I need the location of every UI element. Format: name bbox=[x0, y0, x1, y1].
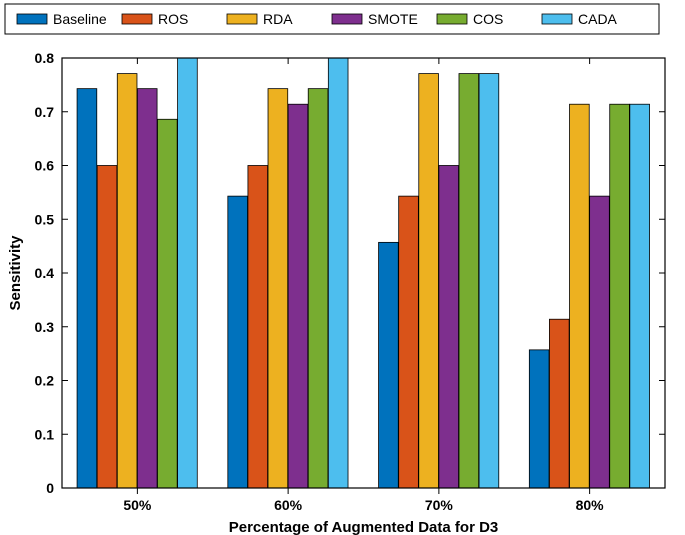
legend-swatch bbox=[437, 14, 467, 24]
bar bbox=[610, 104, 630, 488]
bar bbox=[308, 89, 328, 488]
bar bbox=[419, 74, 439, 488]
bar bbox=[459, 74, 479, 488]
bar bbox=[590, 196, 610, 488]
ytick-label: 0.2 bbox=[35, 373, 55, 389]
chart-svg: 0 0.1 0.2 0.3 0.4 0.5 0.6 0.7 0.8 50% 60% 70% 80% Per… bbox=[0, 0, 685, 535]
legend-swatch bbox=[17, 14, 47, 24]
ytick-label: 0.7 bbox=[35, 104, 55, 120]
bar bbox=[479, 74, 499, 488]
bar bbox=[288, 104, 308, 488]
ytick-label: 0.4 bbox=[35, 265, 55, 281]
bar bbox=[97, 166, 117, 489]
legend-swatch bbox=[542, 14, 572, 24]
bar bbox=[328, 58, 348, 488]
bar bbox=[529, 350, 549, 488]
bar bbox=[157, 119, 177, 488]
bar bbox=[379, 242, 399, 488]
ytick-label: 0.5 bbox=[35, 211, 55, 227]
bar bbox=[77, 89, 97, 488]
bar bbox=[117, 74, 137, 488]
xtick-label: 50% bbox=[123, 497, 152, 513]
legend-swatch bbox=[122, 14, 152, 24]
ytick-label: 0.3 bbox=[35, 319, 55, 335]
legend-label: Baseline bbox=[53, 11, 107, 27]
bar bbox=[549, 319, 569, 488]
legend-swatch bbox=[227, 14, 257, 24]
ytick-label: 0 bbox=[46, 480, 54, 496]
ytick-label: 0.6 bbox=[35, 158, 55, 174]
legend-label: CADA bbox=[578, 11, 618, 27]
xtick-label: 80% bbox=[576, 497, 605, 513]
bar bbox=[439, 166, 459, 489]
legend-label: COS bbox=[473, 11, 503, 27]
ytick-label: 0.1 bbox=[35, 426, 55, 442]
legend-label: SMOTE bbox=[368, 11, 418, 27]
legend-label: RDA bbox=[263, 11, 293, 27]
ytick-label: 0.8 bbox=[35, 50, 55, 66]
x-axis-label: Percentage of Augmented Data for D3 bbox=[229, 519, 499, 535]
legend-swatch bbox=[332, 14, 362, 24]
bar bbox=[570, 104, 590, 488]
xtick-label: 60% bbox=[274, 497, 303, 513]
bar bbox=[630, 104, 650, 488]
legend-label: ROS bbox=[158, 11, 188, 27]
xtick-label: 70% bbox=[425, 497, 454, 513]
sensitivity-bar-chart: 0 0.1 0.2 0.3 0.4 0.5 0.6 0.7 0.8 50% 60% 70% 80% Per… bbox=[0, 0, 685, 535]
bar bbox=[268, 89, 288, 488]
bar bbox=[137, 89, 157, 488]
bar bbox=[399, 196, 419, 488]
bar bbox=[178, 58, 198, 488]
bar bbox=[248, 166, 268, 489]
y-axis-label: Sensitivity bbox=[7, 235, 24, 311]
bar bbox=[228, 196, 248, 488]
